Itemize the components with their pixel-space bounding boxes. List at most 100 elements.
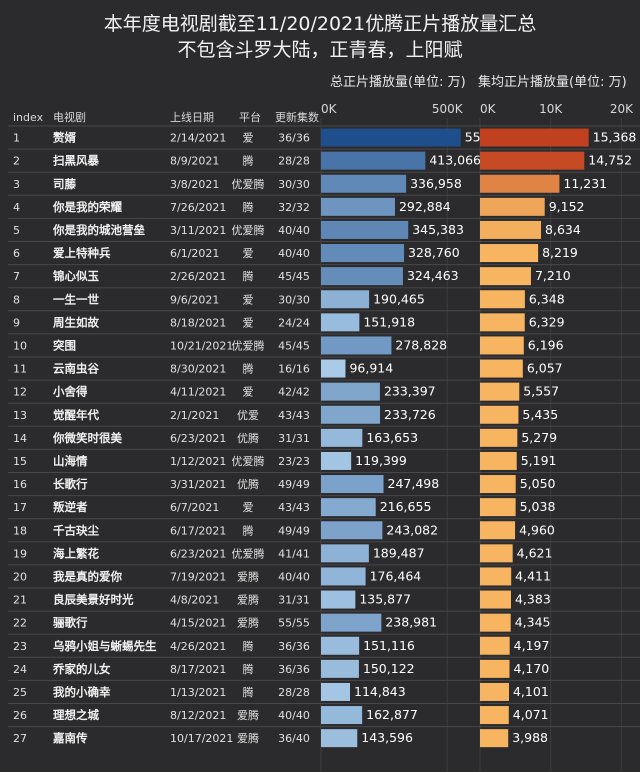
row-platform: 爱腾 [237,569,259,583]
total-bar-value-label: 413,066 [429,153,481,168]
per-episode-bar-value-label: 4,960 [519,522,555,537]
column-header-drama: 电视剧 [53,110,86,124]
total-bar-value-label: 238,981 [385,615,437,630]
total-bar [321,682,351,701]
row-platform: 腾 [243,662,254,676]
total-bar-value-label: 176,464 [370,568,422,583]
total-bar [321,451,352,470]
total-bar [321,475,384,494]
row-platform: 腾 [243,685,254,699]
per-episode-bar [480,682,509,701]
per-episode-bar-value-label: 6,057 [527,361,563,376]
per-episode-bar-value-label: 8,634 [545,222,581,237]
row-episodes: 45/45 [278,270,310,283]
total-bar [321,290,370,309]
total-bar [321,498,376,517]
per-episode-axis-tick-label: 0K [480,102,497,116]
per-episode-bar [480,475,516,494]
row-episodes: 40/40 [278,709,310,722]
total-bar-value-label: 336,958 [410,176,462,191]
row-release-date: 2/1/2021 [170,409,219,422]
row-release-date: 4/26/2021 [170,640,226,653]
per-episode-bar [480,336,524,355]
row-index: 8 [13,293,20,306]
row-platform: 腾 [243,200,254,214]
per-episode-bar [480,636,510,655]
per-episode-bar-value-label: 4,411 [515,568,551,583]
per-episode-bar [480,428,518,447]
row-platform: 爱腾 [237,593,259,607]
total-bar-value-label: 114,843 [354,684,406,699]
row-episodes: 40/40 [278,570,310,583]
per-episode-bar [480,590,511,609]
row-drama-name: 乌鸦小姐与蜥蜴先生 [53,639,157,653]
per-episode-bar-value-label: 9,152 [549,199,585,214]
row-platform: 爱腾 [237,616,259,630]
total-bar [321,521,383,540]
row-release-date: 7/19/2021 [170,570,226,583]
column-header-date: 上线日期 [170,110,214,124]
total-bar [321,151,426,170]
column-header-platform: 平台 [239,110,261,124]
row-platform: 腾 [243,639,254,653]
per-episode-bar-value-label: 5,557 [523,384,559,399]
total-bar [321,174,407,193]
row-release-date: 3/11/2021 [170,224,226,237]
row-index: 19 [13,547,27,560]
total-bar-value-label: 96,914 [349,361,393,376]
per-episode-bar-value-label: 8,219 [542,245,578,260]
total-bar [321,267,403,286]
row-drama-name: 嘉南传 [52,731,88,745]
row-platform: 爱 [243,501,254,514]
per-episode-bar [480,267,531,286]
row-index: 13 [13,409,27,422]
row-index: 26 [13,709,27,722]
row-episodes: 43/43 [278,501,310,514]
total-bar [321,405,381,424]
row-episodes: 49/49 [278,524,310,537]
total-bar [321,636,360,655]
row-release-date: 10/17/2021 [170,732,233,745]
row-index: 23 [13,640,27,653]
row-release-date: 6/23/2021 [170,547,226,560]
per-episode-bar-value-label: 3,988 [512,730,548,745]
row-release-date: 8/30/2021 [170,363,226,376]
row-index: 5 [13,224,20,237]
per-episode-bar [480,659,510,678]
row-episodes: 36/36 [278,132,310,145]
row-release-date: 3/8/2021 [170,178,219,191]
row-drama-name: 长歌行 [53,477,88,491]
total-bar [321,544,369,563]
per-episode-bar-value-label: 6,329 [529,314,565,329]
per-episode-bar [480,382,520,401]
row-platform: 优爱腾 [232,454,265,468]
row-index: 9 [13,316,20,329]
per-episode-bar [480,197,545,216]
per-episode-bar [480,244,539,263]
total-bar [321,659,359,678]
total-bar [321,590,356,609]
per-episode-bar-value-label: 4,197 [514,638,550,653]
row-release-date: 8/9/2021 [170,155,219,168]
row-platform: 优爱腾 [232,546,265,560]
per-episode-bar-value-label: 4,101 [513,684,549,699]
row-episodes: 36/36 [278,640,310,653]
total-bar [321,359,346,378]
row-episodes: 55/55 [278,617,310,630]
row-platform: 优爱腾 [232,177,265,191]
row-index: 20 [13,570,27,583]
row-episodes: 28/28 [278,686,310,699]
row-episodes: 30/30 [278,178,310,191]
per-episode-bar [480,313,525,332]
per-episode-bar-value-label: 5,279 [521,430,557,445]
row-drama-name: 司藤 [53,177,76,191]
total-bar-value-label: 163,653 [366,430,418,445]
row-drama-name: 我的小确幸 [53,685,111,699]
row-index: 18 [13,524,27,537]
row-episodes: 24/24 [278,316,310,329]
total-bar-value-label: 119,399 [355,453,407,468]
chart-title: 本年度电视剧截至11/20/2021优腾正片播放量汇总 [103,13,537,35]
row-index: 4 [13,201,20,214]
total-bar-value-label: 162,877 [366,707,418,722]
per-episode-bar [480,729,509,748]
